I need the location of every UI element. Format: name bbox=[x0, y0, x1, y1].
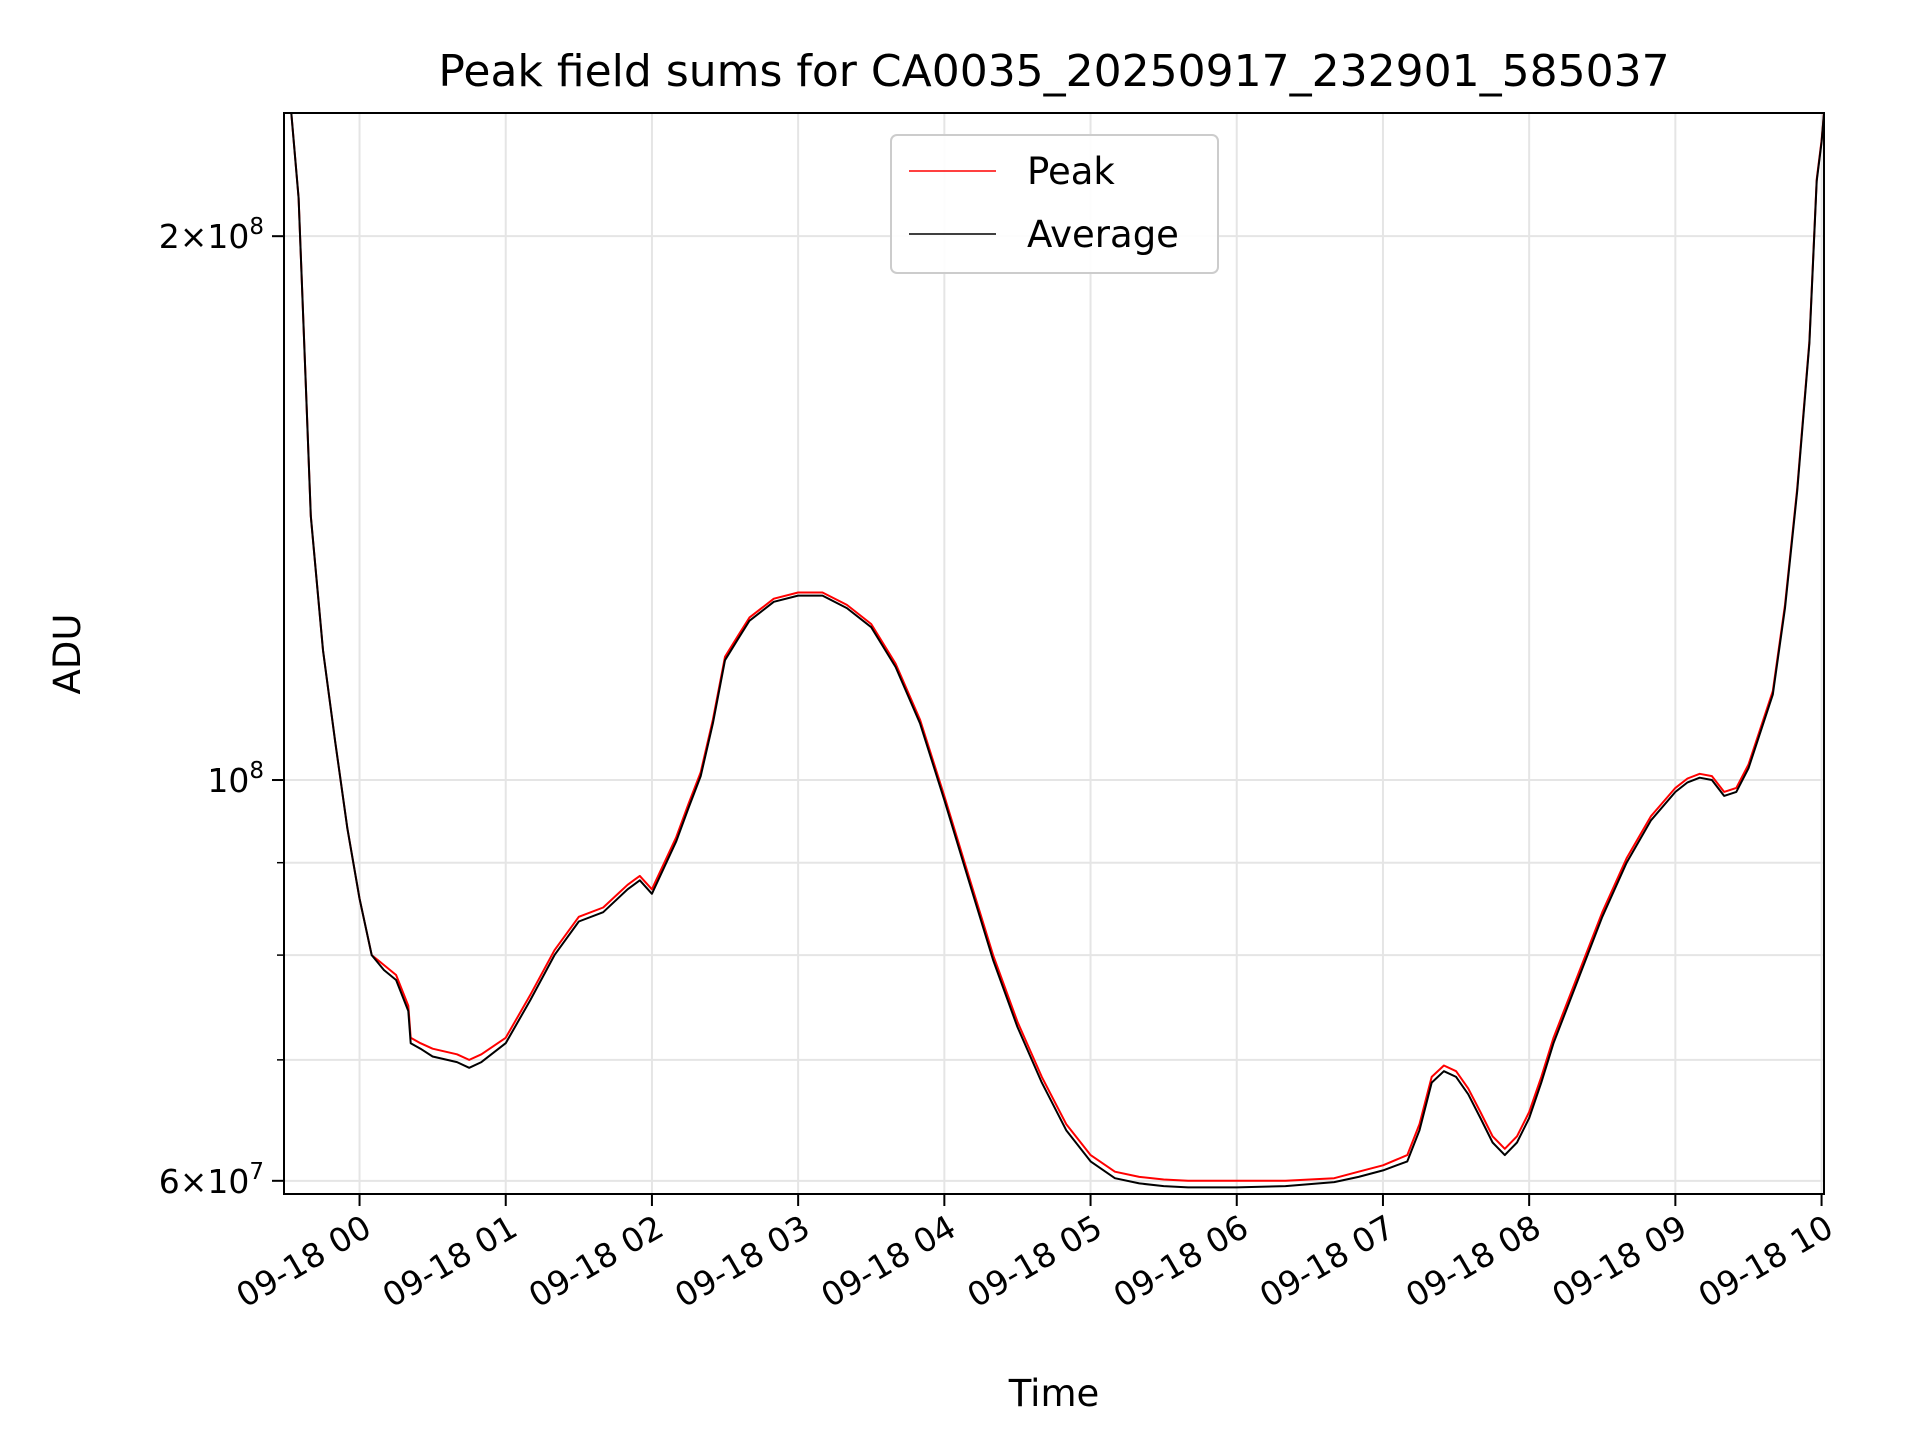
legend-label-average: Average bbox=[1027, 213, 1179, 256]
legend-label-peak: Peak bbox=[1027, 150, 1115, 193]
y-tick-label: 6×107 bbox=[159, 1159, 264, 1201]
series-layer bbox=[286, 113, 1824, 1189]
y-tick-label: 108 bbox=[207, 758, 264, 800]
chart-title: Peak field sums for CA0035_20250917_2329… bbox=[438, 46, 1669, 97]
legend-box bbox=[890, 134, 1219, 274]
legend: Peak Average bbox=[890, 134, 1219, 274]
series-line-peak bbox=[286, 113, 1824, 1182]
y-tick-label: 2×108 bbox=[159, 214, 264, 256]
series-line-average bbox=[286, 113, 1824, 1189]
plot-frame bbox=[283, 112, 1825, 1195]
x-axis-label: Time bbox=[1008, 1372, 1100, 1415]
y-axis-label: ADU bbox=[46, 614, 89, 695]
